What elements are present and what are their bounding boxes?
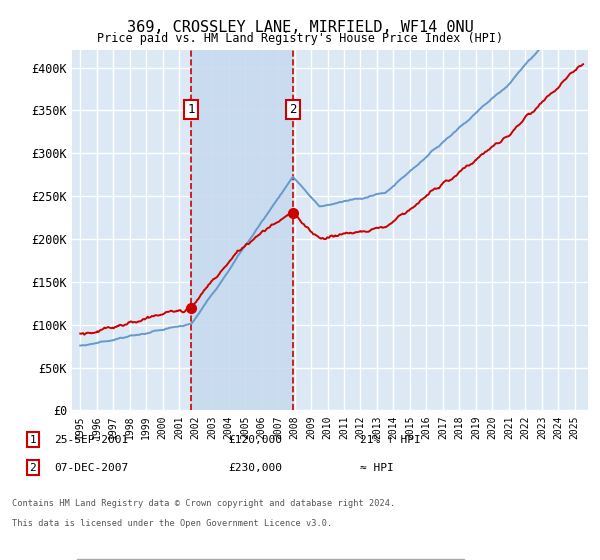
Text: Price paid vs. HM Land Registry's House Price Index (HPI): Price paid vs. HM Land Registry's House … [97, 32, 503, 45]
Text: ≈ HPI: ≈ HPI [360, 463, 394, 473]
Text: 25-SEP-2001: 25-SEP-2001 [54, 435, 128, 445]
Legend: 369, CROSSLEY LANE, MIRFIELD, WF14 0NU (detached house), HPI: Average price, det: 369, CROSSLEY LANE, MIRFIELD, WF14 0NU (… [77, 559, 464, 560]
Text: £120,000: £120,000 [228, 435, 282, 445]
Text: 2: 2 [29, 463, 37, 473]
Text: 07-DEC-2007: 07-DEC-2007 [54, 463, 128, 473]
Text: 2: 2 [289, 103, 296, 116]
Text: 1: 1 [29, 435, 37, 445]
Text: 369, CROSSLEY LANE, MIRFIELD, WF14 0NU: 369, CROSSLEY LANE, MIRFIELD, WF14 0NU [127, 20, 473, 35]
Text: Contains HM Land Registry data © Crown copyright and database right 2024.: Contains HM Land Registry data © Crown c… [12, 500, 395, 508]
Text: 1: 1 [187, 103, 195, 116]
Text: £230,000: £230,000 [228, 463, 282, 473]
Bar [191, 50, 293, 410]
Text: This data is licensed under the Open Government Licence v3.0.: This data is licensed under the Open Gov… [12, 519, 332, 528]
Text: 21% ↑ HPI: 21% ↑ HPI [360, 435, 421, 445]
